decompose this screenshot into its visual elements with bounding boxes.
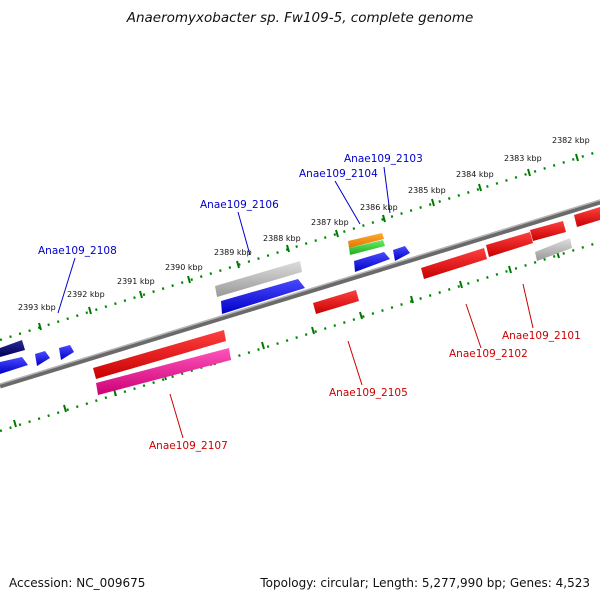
rna-feature-anae109-2107[interactable] (96, 348, 231, 395)
forward-features (0, 233, 410, 374)
kbp-label: 2392 kbp (67, 290, 105, 299)
map-title: Anaeromyxobacter sp. Fw109-5, complete g… (126, 10, 474, 26)
tick-mark (286, 244, 290, 253)
rna-feature[interactable] (349, 240, 385, 255)
gene-label[interactable]: Anae109_2107 (149, 440, 228, 452)
leader-line (522, 283, 534, 329)
tick-mark (508, 265, 512, 274)
gene-feature-anae109-2107[interactable] (93, 330, 226, 379)
gene-feature[interactable] (59, 345, 74, 360)
kbp-label: 2382 kbp (552, 136, 590, 145)
outer-major-ticks (38, 153, 579, 331)
leader-line (383, 166, 391, 214)
gene-label[interactable]: Anae109_2106 (200, 199, 279, 211)
tick-mark (311, 326, 315, 335)
gene-feature-anae109-2103[interactable] (393, 246, 410, 261)
kbp-label: 2393 kbp (18, 303, 56, 312)
kbp-label: 2384 kbp (456, 170, 494, 179)
pseudogene-feature[interactable] (535, 238, 572, 261)
tick-mark (261, 341, 265, 350)
gene-label[interactable]: Anae109_2105 (329, 387, 408, 399)
reverse-features (93, 207, 600, 395)
gene-feature-anae109-2108[interactable] (35, 351, 50, 366)
kbp-label: 2386 kbp (360, 203, 398, 212)
kbp-label: 2385 kbp (408, 186, 446, 195)
bottom-gene-labels: Anae109_2101 Anae109_2102 Anae109_2105 A… (149, 330, 581, 452)
kbp-label: 2388 kbp (263, 234, 301, 243)
leader-line (57, 257, 76, 314)
gene-label[interactable]: Anae109_2103 (344, 153, 423, 165)
gene-feature-anae109-2106[interactable] (221, 279, 305, 314)
gene-label[interactable]: Anae109_2102 (449, 348, 528, 360)
pseudogene-feature[interactable] (215, 261, 302, 297)
tick-mark (13, 419, 17, 428)
tick-mark (382, 214, 386, 223)
gene-feature-anae109-2102[interactable] (421, 248, 487, 279)
tick-mark (410, 295, 414, 304)
kbp-label: 2389 kbp (214, 248, 252, 257)
tick-mark (88, 306, 92, 315)
tick-mark (431, 198, 435, 207)
top-gene-labels: Anae109_2103 Anae109_2104 Anae109_2106 A… (38, 153, 423, 257)
tick-mark (335, 229, 339, 238)
leader-line (169, 393, 184, 439)
tick-mark (187, 275, 191, 284)
gene-feature[interactable] (0, 340, 25, 357)
genome-backbone (0, 199, 600, 389)
leader-line (237, 211, 251, 256)
gene-feature-anae109-2105[interactable] (313, 290, 359, 314)
kbp-label: 2390 kbp (165, 263, 203, 272)
gene-label[interactable]: Anae109_2104 (299, 168, 378, 180)
leader-lines (57, 166, 534, 439)
kbp-labels: 2382 kbp 2383 kbp 2384 kbp 2385 kbp 2386… (18, 136, 590, 312)
leader-line (334, 180, 361, 225)
gene-feature-anae109-2101[interactable] (486, 232, 533, 257)
tick-mark (139, 290, 143, 299)
tick-mark (63, 404, 67, 413)
gene-feature[interactable] (0, 357, 28, 374)
gene-label[interactable]: Anae109_2108 (38, 245, 117, 257)
topology-text: Topology: circular; Length: 5,277,990 bp… (260, 576, 590, 590)
kbp-label: 2387 kbp (311, 218, 349, 227)
gene-feature[interactable] (574, 207, 600, 227)
kbp-label: 2391 kbp (117, 277, 155, 286)
tick-mark (478, 183, 482, 192)
gene-feature-anae109-2104[interactable] (354, 252, 390, 272)
tick-mark (38, 322, 42, 331)
tick-mark (575, 153, 579, 162)
gene-label[interactable]: Anae109_2101 (502, 330, 581, 342)
kbp-label: 2383 kbp (504, 154, 542, 163)
leader-line (465, 303, 482, 349)
tick-mark (236, 260, 240, 269)
outer-tick-track (0, 149, 600, 342)
tick-mark (459, 280, 463, 289)
tick-mark (359, 311, 363, 320)
gene-feature[interactable] (530, 221, 566, 241)
tick-mark (527, 168, 531, 177)
rna-feature[interactable] (348, 233, 384, 248)
accession-text: Accession: NC_009675 (9, 576, 146, 590)
leader-line (347, 340, 363, 386)
